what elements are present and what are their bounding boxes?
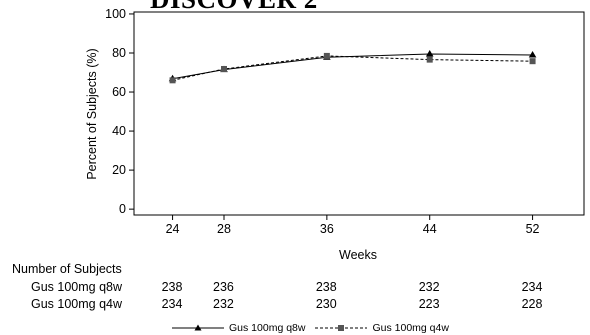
x-tick-label: 52 [526,222,540,236]
legend-marker-q8w [172,324,224,331]
subjects-table-header: Number of Subjects [12,262,122,276]
chart-title: DISCOVER 2 [150,0,318,15]
subjects-row-label: Gus 100mg q4w [31,297,123,311]
data-point-square [169,77,176,84]
subjects-count: 234 [161,297,183,311]
x-tick-label: 24 [166,222,180,236]
y-tick-label: 80 [112,46,126,60]
x-tick-label: 44 [423,222,437,236]
x-tick-label: 28 [217,222,231,236]
data-point-square [221,65,227,72]
subjects-count: 236 [213,280,234,294]
subjects-count: 238 [161,280,183,294]
y-tick-label: 40 [112,124,126,138]
subjects-count: 232 [418,280,440,294]
x-tick-label: 36 [320,222,334,236]
data-point-square [529,58,536,65]
subjects-count: 232 [213,297,234,311]
legend-marker-q4w [315,325,368,331]
subjects-row-label: Gus 100mg q8w [31,280,123,294]
data-point-square [323,52,330,59]
subjects-count: 223 [418,297,440,311]
line-chart: 0 20 40 60 80 100 24 28 36 44 52 Percent of Subjec… [85,7,585,262]
y-tick-label: 60 [112,85,126,99]
legend-label-q8w: Gus 100mg q8w [229,322,306,334]
chart-series [168,49,537,84]
data-point-square [426,56,433,63]
chart-legend: Gus 100mg q8w Gus 100mg q4w [170,322,457,334]
y-tick-label: 0 [119,202,126,216]
subjects-count: 238 [315,280,337,294]
plot-frame [133,11,585,216]
subjects-count: 228 [521,297,543,311]
chart-axes: 0 20 40 60 80 100 24 28 36 44 52 [105,7,585,236]
data-point-triangle [528,50,537,58]
y-tick-label: 100 [105,7,126,21]
subjects-count: 234 [521,280,543,294]
subjects-count: 230 [315,297,337,311]
x-axis-label: Weeks [339,248,377,262]
data-point-triangle [425,49,434,57]
y-axis-label: Percent of Subjects (%) [85,48,99,179]
legend-label-q4w: Gus 100mg q4w [372,322,449,334]
y-tick-label: 20 [112,163,126,177]
